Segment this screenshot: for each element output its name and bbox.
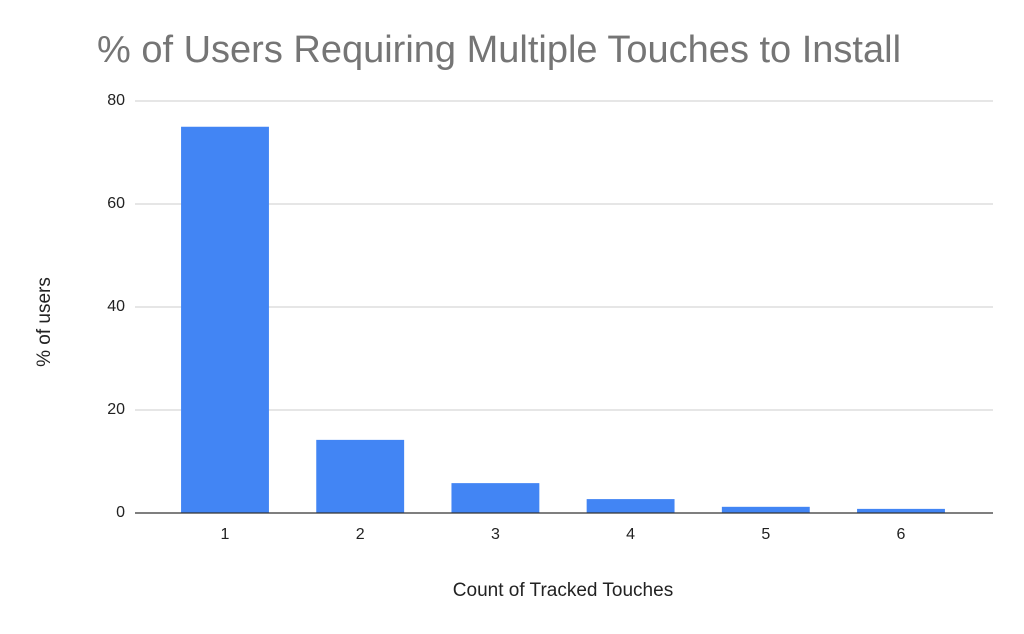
x-tick-label: 3 bbox=[491, 526, 500, 543]
x-tick-label: 5 bbox=[761, 526, 770, 543]
y-tick-label: 40 bbox=[107, 298, 125, 315]
chart-title: % of Users Requiring Multiple Touches to… bbox=[97, 29, 901, 71]
x-tick-label: 2 bbox=[356, 526, 365, 543]
x-tick-label: 6 bbox=[897, 526, 906, 543]
bar bbox=[316, 439, 405, 513]
y-tick-label: 20 bbox=[107, 401, 125, 418]
x-axis-title: Count of Tracked Touches bbox=[453, 580, 673, 601]
y-tick-label: 60 bbox=[107, 195, 125, 212]
bar bbox=[857, 508, 945, 513]
y-tick-label: 80 bbox=[107, 92, 125, 109]
x-tick-label: 4 bbox=[626, 526, 635, 543]
bar bbox=[721, 506, 810, 513]
y-tick-label: 0 bbox=[116, 504, 125, 521]
x-tick-label: 1 bbox=[221, 526, 230, 543]
bar bbox=[586, 499, 675, 513]
y-axis-title: % of users bbox=[34, 277, 55, 367]
bar bbox=[451, 483, 540, 513]
bar bbox=[181, 126, 269, 513]
